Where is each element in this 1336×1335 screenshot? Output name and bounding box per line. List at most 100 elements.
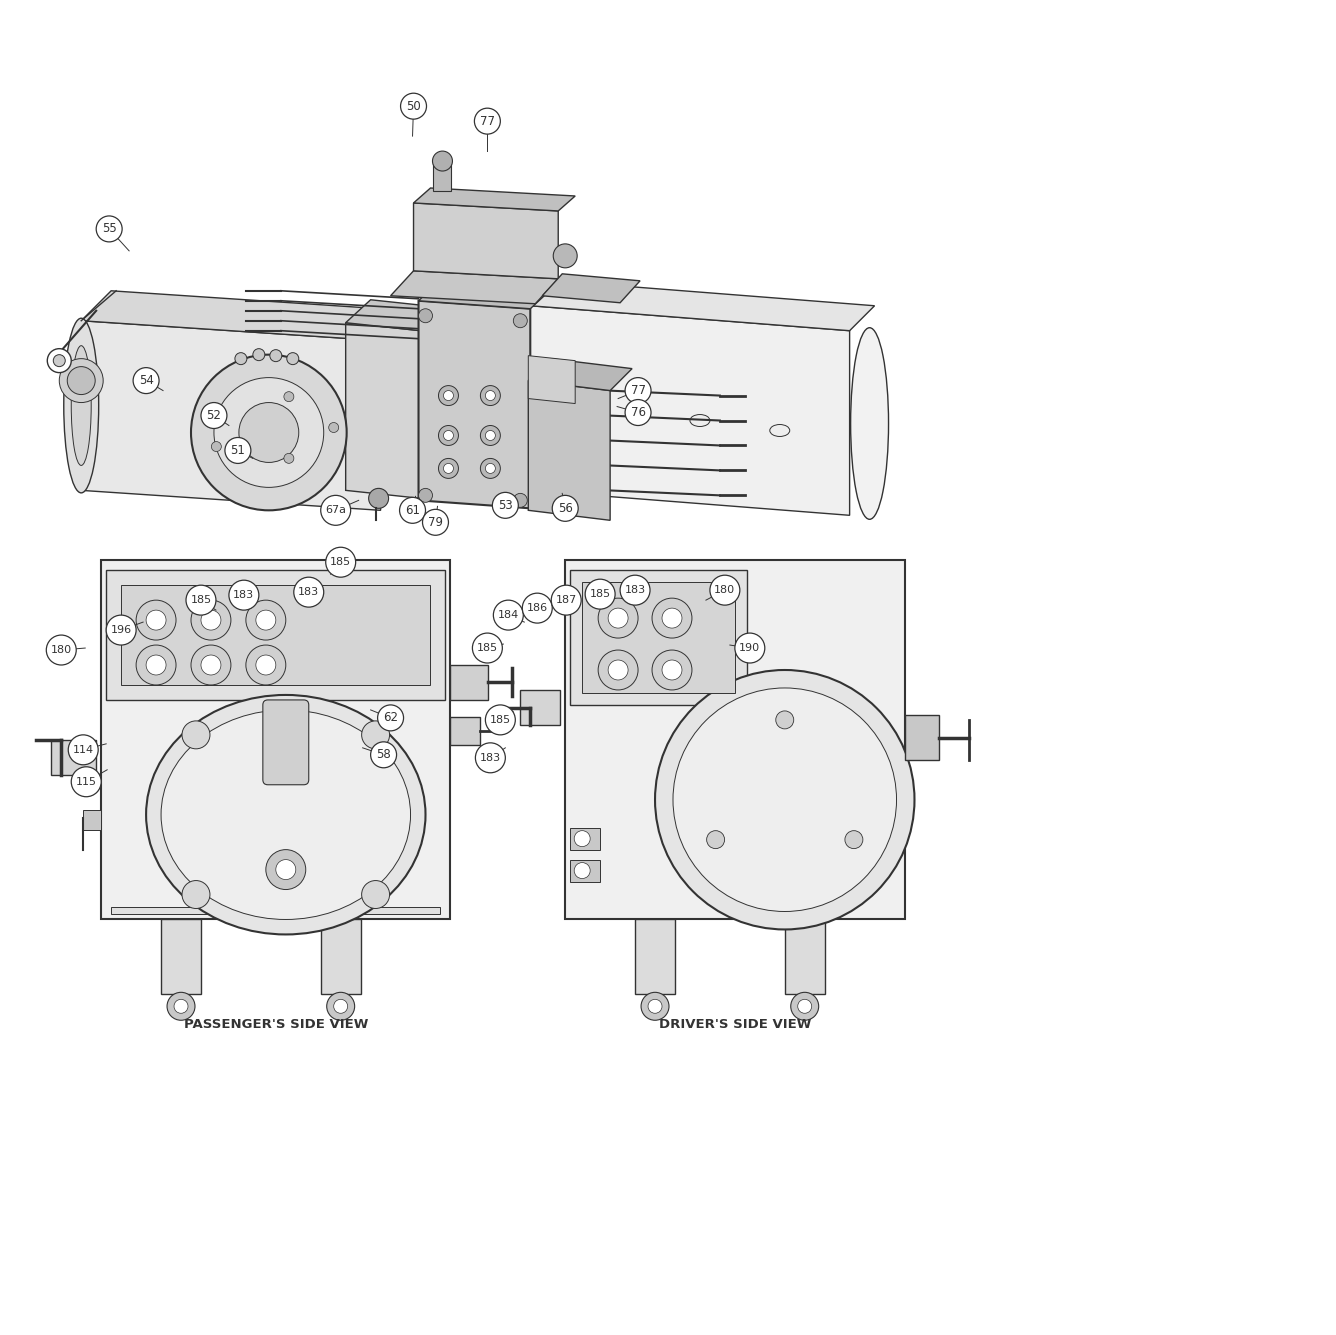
Circle shape	[513, 494, 528, 507]
Circle shape	[574, 862, 591, 878]
Circle shape	[438, 386, 458, 406]
Circle shape	[481, 386, 501, 406]
Circle shape	[266, 849, 306, 889]
Circle shape	[625, 378, 651, 403]
Polygon shape	[542, 274, 640, 303]
Circle shape	[798, 1000, 812, 1013]
Ellipse shape	[146, 696, 425, 934]
Text: 62: 62	[383, 712, 398, 725]
Polygon shape	[390, 271, 558, 304]
Ellipse shape	[64, 318, 99, 493]
Circle shape	[522, 593, 552, 623]
Polygon shape	[530, 280, 875, 331]
Text: 76: 76	[631, 406, 645, 419]
Circle shape	[228, 581, 259, 610]
Circle shape	[585, 579, 615, 609]
Circle shape	[146, 655, 166, 676]
Circle shape	[174, 1000, 188, 1013]
Circle shape	[444, 463, 453, 474]
Polygon shape	[418, 275, 558, 308]
Circle shape	[422, 510, 449, 535]
Text: 58: 58	[377, 749, 391, 761]
Text: 77: 77	[480, 115, 494, 128]
Circle shape	[329, 422, 339, 433]
Bar	[784, 920, 824, 995]
Text: 196: 196	[111, 625, 132, 635]
Bar	[570, 860, 600, 881]
Bar	[570, 828, 600, 849]
Bar	[111, 906, 441, 914]
Polygon shape	[81, 320, 381, 510]
Circle shape	[476, 742, 505, 773]
Text: 185: 185	[191, 595, 211, 605]
Circle shape	[673, 688, 896, 912]
Circle shape	[641, 992, 669, 1020]
Circle shape	[270, 350, 282, 362]
Text: 54: 54	[139, 374, 154, 387]
Bar	[450, 665, 489, 700]
Polygon shape	[530, 306, 850, 515]
Bar	[102, 561, 450, 920]
Ellipse shape	[162, 710, 410, 920]
Circle shape	[191, 601, 231, 639]
Circle shape	[239, 403, 299, 462]
Circle shape	[235, 352, 247, 364]
Circle shape	[136, 645, 176, 685]
Circle shape	[283, 391, 294, 402]
Circle shape	[182, 721, 210, 749]
Text: 114: 114	[72, 745, 94, 754]
Circle shape	[67, 367, 95, 395]
Bar	[582, 582, 735, 693]
Text: 183: 183	[480, 753, 501, 762]
Circle shape	[513, 314, 528, 327]
Bar	[570, 570, 747, 705]
Circle shape	[362, 881, 390, 909]
Text: 79: 79	[428, 515, 444, 529]
Circle shape	[362, 721, 390, 749]
Circle shape	[485, 463, 496, 474]
Text: 185: 185	[477, 643, 498, 653]
Polygon shape	[414, 188, 576, 211]
Polygon shape	[528, 380, 611, 521]
Circle shape	[418, 489, 433, 502]
Bar	[433, 162, 452, 191]
Circle shape	[599, 650, 639, 690]
Text: 183: 183	[298, 587, 319, 597]
Circle shape	[182, 881, 210, 909]
Text: 190: 190	[739, 643, 760, 653]
Circle shape	[399, 498, 425, 523]
Circle shape	[648, 1000, 663, 1013]
Circle shape	[214, 378, 323, 487]
Circle shape	[552, 495, 578, 521]
Circle shape	[224, 438, 251, 463]
Circle shape	[418, 308, 433, 323]
Circle shape	[485, 705, 516, 734]
Circle shape	[663, 659, 681, 680]
Text: 56: 56	[557, 502, 573, 515]
Circle shape	[438, 426, 458, 446]
Circle shape	[776, 712, 794, 729]
Text: 184: 184	[498, 610, 518, 621]
Bar	[520, 690, 560, 725]
Circle shape	[493, 493, 518, 518]
Circle shape	[59, 359, 103, 403]
Text: 67a: 67a	[325, 506, 346, 515]
Circle shape	[71, 766, 102, 797]
Circle shape	[68, 734, 98, 765]
Circle shape	[257, 655, 275, 676]
Polygon shape	[418, 300, 530, 509]
Circle shape	[444, 430, 453, 441]
Circle shape	[200, 655, 220, 676]
Bar	[904, 716, 939, 760]
Circle shape	[485, 391, 496, 400]
Circle shape	[275, 860, 295, 880]
Circle shape	[106, 615, 136, 645]
Circle shape	[438, 458, 458, 478]
Circle shape	[574, 830, 591, 846]
Circle shape	[652, 598, 692, 638]
Circle shape	[481, 426, 501, 446]
Circle shape	[481, 458, 501, 478]
Circle shape	[211, 442, 222, 451]
Circle shape	[47, 348, 71, 372]
Circle shape	[246, 601, 286, 639]
